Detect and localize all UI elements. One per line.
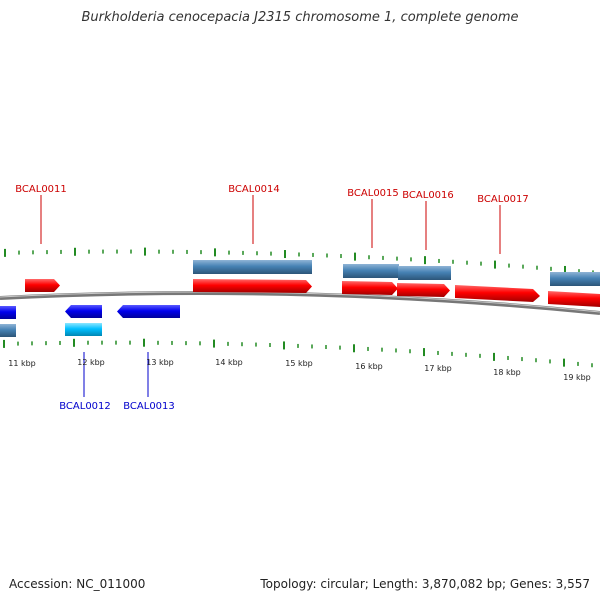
cds-bar-reverse <box>0 324 16 337</box>
scale-label: 15 kbp <box>285 359 313 368</box>
scale-label: 19 kbp <box>563 373 591 382</box>
scale-label: 17 kbp <box>424 364 452 373</box>
scale-label: 13 kbp <box>146 358 174 367</box>
gene-label-reverse[interactable]: BCAL0013 <box>123 401 175 412</box>
tick-row-inner <box>3 338 593 368</box>
gene-arrow-forward <box>548 291 600 307</box>
genome-backbone-highlight <box>0 291 600 313</box>
gene-arrow-forward <box>397 283 450 297</box>
accession-text: Accession: NC_011000 <box>9 577 146 591</box>
topology-text: Topology: circular; Length: 3,870,082 bp… <box>260 577 590 591</box>
scale-label: 12 kbp <box>77 358 105 367</box>
gene-arrow-reverse <box>0 306 16 319</box>
scale-label: 14 kbp <box>215 358 243 367</box>
genome-backbone <box>0 291 600 315</box>
gene-arrow-forward <box>455 285 540 302</box>
gene-arrow-forward <box>25 279 60 292</box>
gene-label-forward[interactable]: BCAL0014 <box>228 184 280 195</box>
gene-label-forward[interactable]: BCAL0011 <box>15 184 67 195</box>
scale-label: 18 kbp <box>493 368 521 377</box>
scale-label: 16 kbp <box>355 362 383 371</box>
gene-label-forward[interactable]: BCAL0017 <box>477 194 529 205</box>
gene-label-forward[interactable]: BCAL0016 <box>402 190 454 201</box>
map-title: Burkholderia cenocepacia J2315 chromosom… <box>81 10 519 25</box>
gene-arrow-reverse <box>117 305 180 318</box>
cds-bar-forward <box>193 260 312 274</box>
gene-label-forward[interactable]: BCAL0015 <box>347 188 399 199</box>
cds-bar-reverse <box>65 323 102 336</box>
gene-arrow-forward <box>342 281 398 295</box>
gene-arrow-forward <box>193 279 312 293</box>
gene-label-reverse[interactable]: BCAL0012 <box>59 401 111 412</box>
tick-row-outer <box>4 247 594 275</box>
cds-bar-forward <box>343 264 399 278</box>
scale-label: 11 kbp <box>8 359 36 368</box>
cds-bar-forward <box>398 266 451 280</box>
cds-bar-forward <box>550 272 600 286</box>
gene-arrow-reverse <box>65 305 102 318</box>
